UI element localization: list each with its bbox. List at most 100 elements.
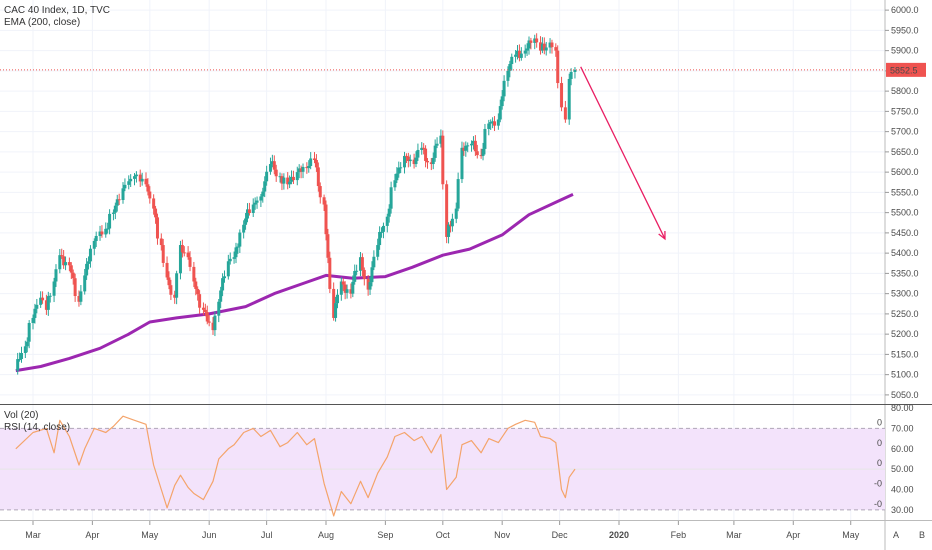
candle-body [165, 262, 169, 278]
candle-body [127, 181, 131, 185]
price-tick-label: 5600.0 [891, 167, 919, 177]
time-tick-label: Apr [786, 530, 800, 540]
candle-body [563, 107, 567, 120]
candle-body [370, 267, 374, 283]
candle-body [529, 40, 533, 43]
candle-body [173, 294, 177, 298]
price-tick-label: 5650.0 [891, 147, 919, 157]
candle-body [414, 157, 418, 165]
candle-body [87, 261, 91, 264]
candle-body [60, 255, 64, 257]
candle-body [41, 297, 45, 301]
candle-body [138, 174, 142, 182]
candle-body [98, 231, 102, 236]
candle-body [318, 186, 322, 198]
candle-body [439, 135, 443, 144]
candle-body [194, 281, 198, 289]
candle-body [328, 257, 332, 289]
candle-body [83, 275, 87, 292]
candle-body [309, 158, 313, 166]
candle-body [201, 307, 205, 310]
candle-body [351, 281, 355, 294]
candle-body [560, 83, 564, 108]
candle-body [569, 71, 573, 79]
candle-body [182, 252, 186, 254]
candle-body [316, 167, 320, 187]
candle-body [148, 191, 152, 199]
candle-body [270, 161, 274, 165]
candle-body [238, 232, 242, 247]
candle-body [535, 38, 539, 43]
candle-body [106, 228, 110, 230]
candle-body [282, 177, 286, 184]
candle-body [514, 54, 518, 57]
candle-body [167, 277, 171, 286]
candle-body [550, 42, 554, 48]
price-tick-label: 5550.0 [891, 187, 919, 197]
candle-body [464, 145, 468, 151]
ema-line [15, 193, 574, 373]
candle-body [307, 165, 311, 169]
candle-body [368, 282, 372, 290]
candle-body [404, 155, 408, 157]
candle-body [223, 276, 227, 279]
candle-body [20, 353, 24, 360]
time-tick-label: Mar [726, 530, 742, 540]
legend-ema-label: EMA (200, close) [4, 17, 81, 28]
candle-body [345, 289, 349, 293]
time-tick-label: Mar [25, 530, 41, 540]
candle-body [244, 218, 248, 225]
candle-body [146, 184, 150, 192]
corner-button-b[interactable]: B [919, 530, 925, 540]
candle-body [355, 270, 359, 272]
candle-body [211, 322, 215, 331]
candle-body [255, 200, 259, 203]
candle-body [556, 50, 560, 84]
candle-body [489, 122, 493, 124]
candle-body [533, 38, 537, 43]
candle-body [527, 40, 531, 49]
candle-body [18, 359, 22, 361]
candle-body [422, 147, 426, 149]
candle-body [343, 284, 347, 293]
candle-body [403, 155, 407, 168]
candle-body [62, 256, 66, 266]
candle-body [335, 294, 339, 304]
candle-body [376, 245, 380, 257]
candle-body [500, 96, 504, 107]
candle-body [517, 50, 521, 58]
candle-body [217, 301, 221, 316]
candle-body [387, 208, 391, 217]
candle-body [280, 176, 284, 184]
candle-body [447, 224, 451, 237]
candle-body [508, 64, 512, 71]
rsi-tick-label: 70.00 [891, 423, 914, 433]
candle-body [470, 143, 474, 146]
price-tick-label: 5350.0 [891, 268, 919, 278]
candle-body [362, 269, 366, 279]
candle-body [341, 281, 345, 285]
candle-body [481, 148, 485, 156]
candle-body [272, 161, 276, 170]
candle-body [100, 231, 104, 235]
candle-body [393, 180, 397, 188]
candle-body [236, 246, 240, 248]
candle-body [25, 341, 29, 347]
price-tick-label: 5950.0 [891, 25, 919, 35]
time-tick-label: Aug [318, 530, 334, 540]
candle-body [31, 317, 35, 323]
candle-body [516, 50, 520, 55]
candle-body [121, 188, 125, 201]
corner-button-a[interactable]: A [893, 530, 899, 540]
candle-body [113, 205, 117, 213]
time-tick-label: Dec [552, 530, 569, 540]
candle-body [412, 159, 416, 165]
time-tick-label: Nov [494, 530, 511, 540]
rsi-tick-label: 40.00 [891, 484, 914, 494]
candle-body [226, 261, 230, 277]
price-tick-label: 5300.0 [891, 289, 919, 299]
time-tick-label: Jun [202, 530, 217, 540]
candle-body [132, 176, 136, 179]
candle-body [274, 169, 278, 177]
